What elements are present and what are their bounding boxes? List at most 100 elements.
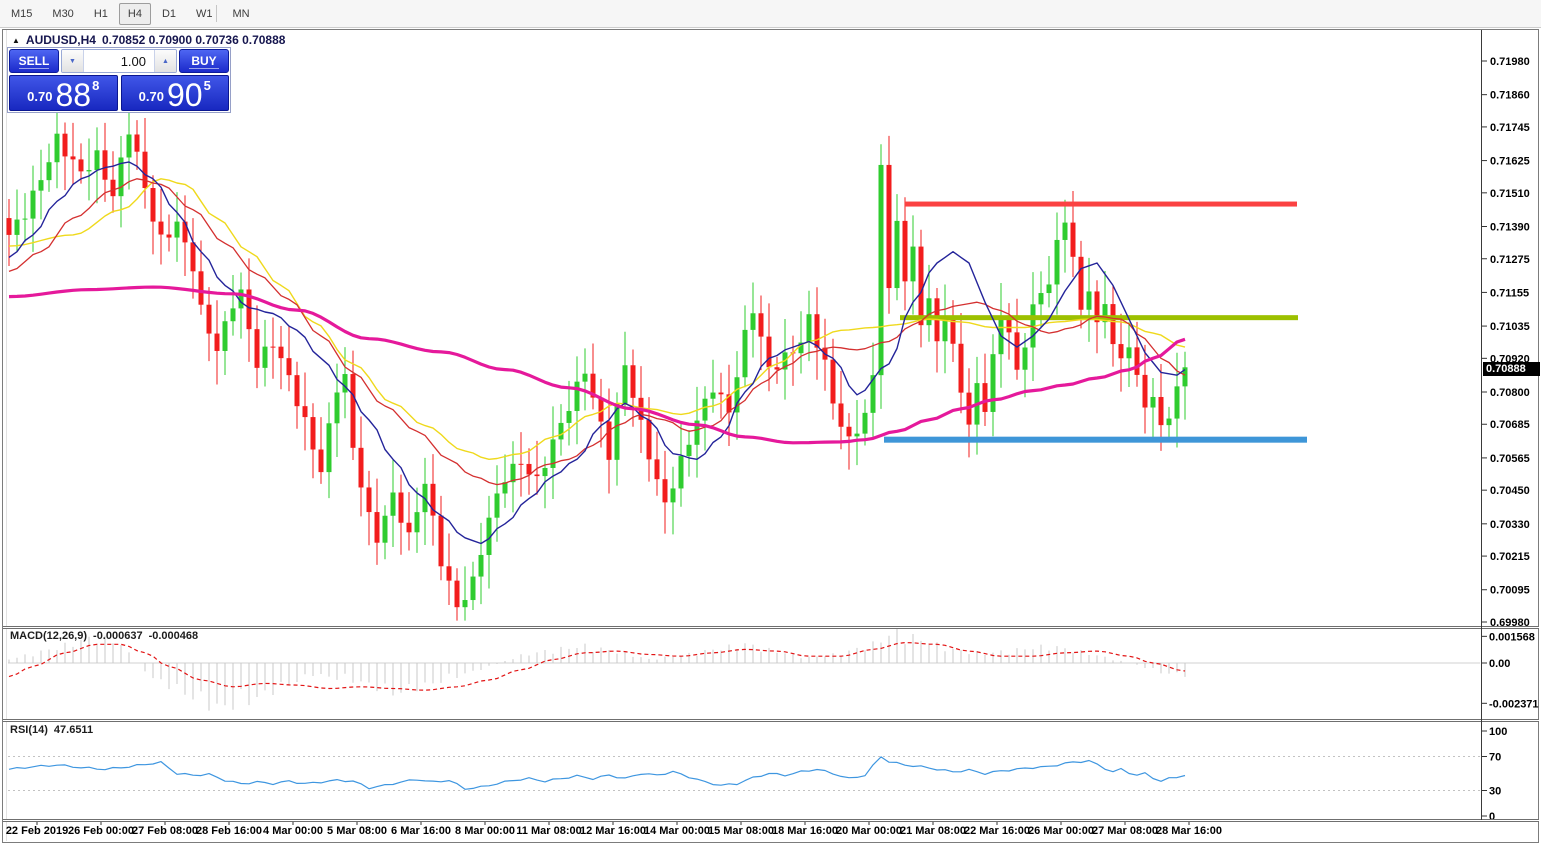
sell-price-big: 88 xyxy=(55,76,92,113)
buy-button[interactable]: BUY xyxy=(179,49,229,73)
axis-label: 0.71275 xyxy=(1490,254,1530,266)
timeframe-button-W1[interactable]: W1 xyxy=(196,7,213,20)
chart-title: ▲ AUDUSD,H4 0.70852 0.70900 0.70736 0.70… xyxy=(12,33,285,47)
level-support-lower xyxy=(884,436,1307,443)
axis-label: 0.71390 xyxy=(1490,221,1530,233)
axis-label: 0.71510 xyxy=(1490,188,1530,200)
arrow-up-icon: ▲ xyxy=(162,57,169,65)
timeframe-button-M30[interactable]: M30 xyxy=(52,7,74,20)
axis-label: 70 xyxy=(1489,752,1501,764)
moving-averages-layer xyxy=(8,161,1186,545)
axis-label: 27 Feb 08:00 xyxy=(132,825,198,837)
rsi-label: RSI(14) 47.6511 xyxy=(10,724,99,736)
axis-label: 12 Mar 16:00 xyxy=(580,825,646,837)
rsi-name: RSI(14) xyxy=(10,724,48,736)
axis-label: 30 xyxy=(1489,786,1501,798)
axis-label: 100 xyxy=(1489,726,1507,738)
axis-label: 15 Mar 08:00 xyxy=(708,825,774,837)
level-resistance-mid xyxy=(900,315,1298,321)
axis-label: 0.71155 xyxy=(1490,287,1529,299)
timeframe-button-M15[interactable]: M15 xyxy=(11,7,33,20)
volume-decrease-button[interactable]: ▼ xyxy=(62,50,84,72)
timeframe-button-H1[interactable]: H1 xyxy=(93,7,108,20)
panel-divider-rsi[interactable] xyxy=(3,719,1539,722)
chart-symbol: AUDUSD,H4 xyxy=(25,33,96,47)
symbol-marker-icon: ▲ xyxy=(12,35,20,45)
axis-label: 8 Mar 00:00 xyxy=(455,825,515,837)
axis-label: -0.002371 xyxy=(1489,698,1539,710)
macd-name: MACD(12,26,9) xyxy=(10,630,88,642)
timeframe-toolbar: M15 M30 H1 H4 D1 W1 MN xyxy=(0,0,1541,28)
axis-label: 6 Mar 16:00 xyxy=(391,825,451,837)
axis-label: 21 Mar 08:00 xyxy=(900,825,966,837)
price-axis-border xyxy=(1481,30,1482,820)
window-inner-edge xyxy=(6,30,7,841)
sell-button[interactable]: SELL xyxy=(9,49,59,73)
axis-label: 22 Mar 16:00 xyxy=(964,825,1030,837)
current-price-tag: 0.70888 xyxy=(1483,362,1540,376)
axis-label: 0.70330 xyxy=(1490,519,1530,531)
axis-label: 27 Mar 08:00 xyxy=(1092,825,1158,837)
one-click-trading-panel: SELL ▼ ▲ BUY 0.70 88 8 0.70 90 5 xyxy=(7,47,231,113)
sell-price-tile[interactable]: 0.70 88 8 xyxy=(9,75,118,111)
buy-price-sup: 5 xyxy=(203,78,211,93)
sell-price-prefix: 0.70 xyxy=(27,89,53,104)
axis-label: 26 Feb 00:00 xyxy=(68,825,134,837)
level-lines-layer xyxy=(884,201,1307,443)
axis-label: 28 Feb 16:00 xyxy=(196,825,262,837)
ma-trend-magenta xyxy=(8,285,1186,445)
axis-label: 22 Feb 2019 xyxy=(6,825,68,837)
axis-label: 0.71035 xyxy=(1490,321,1530,333)
axis-label: 0.70215 xyxy=(1490,551,1530,563)
ma-medium-red xyxy=(8,178,1186,486)
axis-label: 4 Mar 00:00 xyxy=(263,825,323,837)
toolbar-separator xyxy=(216,5,217,22)
axis-label: 0.70800 xyxy=(1490,387,1530,399)
candles-layer xyxy=(6,100,1188,621)
buy-price-big: 90 xyxy=(166,76,203,113)
panel-divider-macd[interactable] xyxy=(3,626,1539,629)
axis-label: 0 xyxy=(1489,811,1495,823)
axis-label: 5 Mar 08:00 xyxy=(327,825,387,837)
axis-label: 0.70450 xyxy=(1490,485,1530,497)
arrow-down-icon: ▼ xyxy=(69,57,76,65)
volume-control: ▼ ▲ xyxy=(61,49,177,73)
macd-value-main: -0.000637 xyxy=(93,630,143,642)
buy-price-prefix: 0.70 xyxy=(138,89,164,104)
axis-label: 18 Mar 16:00 xyxy=(772,825,838,837)
axis-label: 0.70565 xyxy=(1490,453,1530,465)
level-resistance-upper xyxy=(905,201,1297,207)
axis-label: 14 Mar 00:00 xyxy=(644,825,710,837)
indicator-guides-layer xyxy=(8,662,1480,791)
axis-label: 11 Mar 08:00 xyxy=(516,825,581,837)
volume-input[interactable] xyxy=(84,50,154,72)
chart-ohlc-values: 0.70852 0.70900 0.70736 0.70888 xyxy=(101,33,286,47)
sell-price-sup: 8 xyxy=(92,78,100,93)
macd-label: MACD(12,26,9) -0.000637 -0.000468 xyxy=(10,630,204,642)
timeframe-button-MN[interactable]: MN xyxy=(232,7,250,20)
macd-layer xyxy=(8,627,1186,711)
ma-fast-navy xyxy=(8,161,1186,545)
axis-label: 0.71980 xyxy=(1490,56,1530,68)
chart-window xyxy=(2,29,1539,843)
time-axis-divider xyxy=(3,819,1539,822)
timeframe-button-D1[interactable]: D1 xyxy=(161,7,176,20)
axis-labels-layer: 0.71980 0.71860 0.71745 0.71625 0.71510 0.713… xyxy=(6,56,1539,837)
axis-label: 0.001568 xyxy=(1489,631,1535,643)
timeframe-button-H4[interactable]: H4 xyxy=(118,2,151,25)
volume-increase-button[interactable]: ▲ xyxy=(154,50,176,72)
axis-label: 0.71860 xyxy=(1490,90,1530,102)
macd-value-signal: -0.000468 xyxy=(148,630,199,642)
axis-label: 26 Mar 00:00 xyxy=(1028,825,1094,837)
axis-label: 0.71745 xyxy=(1490,122,1530,134)
axis-label: 0.71625 xyxy=(1490,156,1530,168)
axis-label: 0.70685 xyxy=(1490,419,1530,431)
ma-slow-yellow xyxy=(8,178,1186,460)
axis-label: 20 Mar 00:00 xyxy=(836,825,902,837)
rsi-value: 47.6511 xyxy=(53,724,94,736)
axis-label: 0.70095 xyxy=(1490,585,1530,597)
axis-label: 28 Mar 16:00 xyxy=(1156,825,1222,837)
axis-label: 0.00 xyxy=(1489,658,1510,670)
buy-price-tile[interactable]: 0.70 90 5 xyxy=(120,75,229,113)
